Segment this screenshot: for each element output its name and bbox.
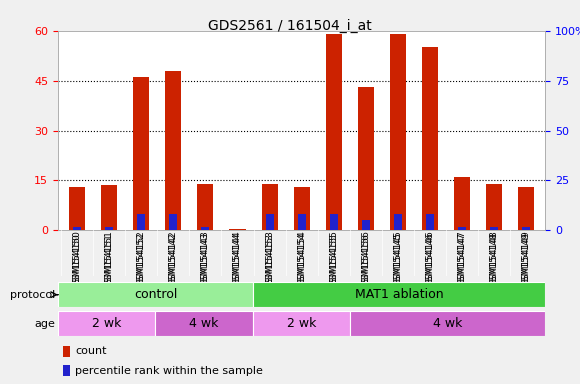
Text: GSM154152: GSM154152 [137, 233, 146, 288]
Text: GSM154153: GSM154153 [265, 233, 274, 288]
Bar [394, 214, 402, 230]
Bar [293, 187, 310, 230]
Text: GSM154150: GSM154150 [72, 233, 82, 288]
Text: GSM154155: GSM154155 [329, 233, 338, 288]
Text: age: age [34, 318, 55, 329]
Bar [266, 214, 274, 230]
Text: GSM154143: GSM154143 [201, 233, 210, 288]
Text: GSM154144: GSM154144 [233, 233, 242, 287]
Bar [197, 184, 213, 230]
Bar [518, 187, 534, 230]
Text: GSM154154: GSM154154 [297, 230, 306, 285]
Bar [169, 214, 177, 230]
FancyBboxPatch shape [253, 311, 350, 336]
Text: GSM154154: GSM154154 [297, 233, 306, 288]
Text: GSM154149: GSM154149 [521, 233, 531, 288]
Bar [325, 34, 342, 230]
Text: GSM154156: GSM154156 [361, 230, 370, 285]
Bar [165, 71, 182, 230]
Text: GSM154148: GSM154148 [490, 230, 498, 285]
Text: control: control [134, 288, 177, 301]
Bar [133, 77, 149, 230]
Bar [106, 227, 113, 230]
Bar [454, 177, 470, 230]
FancyBboxPatch shape [58, 282, 253, 307]
Text: GDS2561 / 161504_i_at: GDS2561 / 161504_i_at [208, 19, 372, 33]
Text: GSM154151: GSM154151 [105, 233, 114, 288]
Bar [298, 214, 306, 230]
Bar [63, 365, 70, 376]
FancyBboxPatch shape [253, 282, 545, 307]
Text: percentile rank within the sample: percentile rank within the sample [75, 366, 263, 376]
Text: GSM154151: GSM154151 [105, 230, 114, 285]
Bar [102, 185, 117, 230]
Text: GSM154152: GSM154152 [137, 230, 146, 285]
Bar [262, 184, 278, 230]
FancyBboxPatch shape [155, 311, 253, 336]
Bar [329, 214, 338, 230]
Text: GSM154144: GSM154144 [233, 230, 242, 285]
Bar [358, 87, 374, 230]
Text: GSM154143: GSM154143 [201, 230, 210, 285]
Text: GSM154145: GSM154145 [393, 233, 403, 288]
Text: GSM154156: GSM154156 [361, 233, 370, 288]
Bar [201, 227, 209, 230]
Text: GSM154145: GSM154145 [393, 230, 403, 285]
Text: GSM154150: GSM154150 [72, 230, 82, 285]
Text: MAT1 ablation: MAT1 ablation [355, 288, 443, 301]
Bar [137, 214, 146, 230]
Text: protocol: protocol [10, 290, 55, 300]
Bar [390, 34, 406, 230]
Bar [426, 214, 434, 230]
Text: GSM154146: GSM154146 [425, 230, 434, 285]
Bar [73, 227, 81, 230]
Bar [230, 229, 245, 230]
Text: GSM154147: GSM154147 [458, 230, 466, 285]
Text: GSM154142: GSM154142 [169, 233, 178, 287]
Bar [422, 47, 438, 230]
Bar [362, 220, 369, 230]
Bar [490, 227, 498, 230]
Text: 2 wk: 2 wk [92, 317, 121, 330]
Bar [486, 184, 502, 230]
FancyBboxPatch shape [58, 311, 155, 336]
Bar [63, 346, 70, 357]
Text: GSM154147: GSM154147 [458, 233, 466, 288]
Text: 4 wk: 4 wk [190, 317, 219, 330]
FancyBboxPatch shape [350, 311, 545, 336]
Bar [458, 227, 466, 230]
Text: GSM154146: GSM154146 [425, 233, 434, 288]
Text: 4 wk: 4 wk [433, 317, 462, 330]
Bar [522, 227, 530, 230]
Text: 2 wk: 2 wk [287, 317, 316, 330]
Text: GSM154149: GSM154149 [521, 230, 531, 285]
Text: GSM154142: GSM154142 [169, 230, 178, 285]
Text: GSM154155: GSM154155 [329, 230, 338, 285]
Bar [69, 187, 85, 230]
Text: GSM154153: GSM154153 [265, 230, 274, 285]
Text: GSM154148: GSM154148 [490, 233, 498, 288]
Text: count: count [75, 346, 107, 356]
